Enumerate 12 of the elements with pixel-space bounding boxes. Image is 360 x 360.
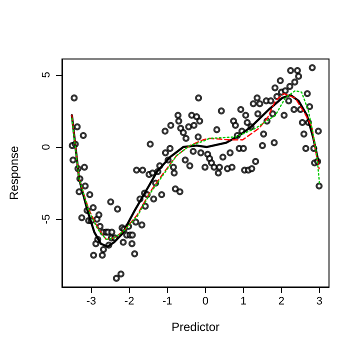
x-tick-label: -3	[86, 296, 96, 308]
y-tick-label: 5	[40, 72, 52, 78]
x-tick-label: 2	[278, 296, 285, 308]
x-tick-label: 0	[202, 296, 208, 308]
x-tick-label: 3	[316, 296, 323, 308]
x-tick-label: -2	[124, 296, 134, 308]
y-axis-title: Response	[7, 146, 21, 200]
y-tick-label: 0	[40, 144, 52, 150]
x-tick-label: -1	[162, 296, 172, 308]
x-axis-title: Predictor	[171, 320, 220, 334]
y-tick-label: -5	[40, 214, 52, 224]
x-tick-label: 1	[240, 296, 246, 308]
